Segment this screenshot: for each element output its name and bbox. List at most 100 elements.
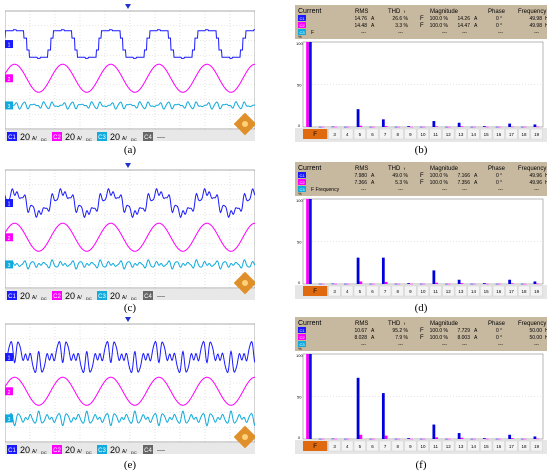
harmonic-bar-ch2 — [409, 126, 413, 128]
caption-b: (b) — [414, 144, 428, 156]
grid-border — [5, 10, 255, 130]
channel-scale: 20 — [20, 291, 30, 300]
harmonic-label-cell — [417, 128, 429, 140]
channel-chip-label: C1 — [8, 135, 16, 141]
harmonic-bar-ch1 — [520, 126, 524, 128]
harmonic-bar-ch1 — [306, 199, 309, 284]
row-freq: 50.00 — [529, 335, 542, 341]
channel-coupling: DC — [86, 137, 92, 141]
caption-e: (e) — [123, 459, 137, 471]
harmonic-label-cell — [505, 285, 518, 297]
row3-dash: --- — [361, 187, 366, 193]
harmonic-bar-ch2 — [422, 283, 426, 285]
row-channel-chip — [298, 172, 306, 178]
row-freq: 49.98 — [529, 16, 542, 22]
harmonic-label-cell — [328, 285, 341, 297]
channel-coupling: DC — [86, 296, 92, 300]
channel-scale: 20 — [110, 132, 120, 141]
scope-tool-dot-icon — [242, 434, 248, 440]
channel-chip — [52, 291, 62, 300]
channel-coupling: DC — [41, 450, 47, 454]
y-tick-label: 0 — [298, 435, 301, 440]
harmonic-bar-ch1 — [432, 270, 436, 284]
row-rms-unit: A — [371, 173, 375, 179]
channel-marker — [5, 40, 13, 49]
row-freq-unit: Hz — [545, 335, 547, 341]
harmonic-label: 3 — [333, 289, 336, 294]
caption-f: (f) — [415, 459, 427, 471]
harmonic-bar-ch1 — [533, 281, 537, 284]
row-mag-pct: 100.0 % — [430, 16, 449, 22]
harmonic-bar-ch1 — [369, 126, 373, 128]
fund-chip — [303, 441, 328, 451]
harmonic-bar-ch2 — [485, 283, 489, 285]
harmonic-label-cell — [353, 285, 366, 297]
channel-chip-label: C2 — [53, 294, 61, 300]
row-freq: 49.98 — [529, 23, 542, 29]
harmonic-bar-ch2 — [397, 283, 401, 285]
harmonic-label-cell — [480, 285, 493, 297]
header-phase: Phase — [488, 9, 506, 15]
row-freq: 49.96 — [529, 180, 542, 186]
harmonic-label-cell — [429, 128, 442, 140]
harmonic-bar-ch2 — [359, 125, 363, 127]
row-channel-chip — [298, 186, 306, 192]
harmonic-label-cell — [530, 128, 543, 140]
harmonic-label: 18 — [522, 132, 528, 137]
harmonic-bar-ch2 — [485, 438, 489, 440]
harmonic-label: 16 — [496, 444, 502, 449]
row3-dash: --- — [361, 342, 366, 348]
harmonic-label: 4 — [346, 289, 349, 294]
harmonic-label-cell — [492, 128, 505, 140]
channel-1-trace — [5, 187, 255, 219]
harmonic-bar-ch1 — [318, 283, 322, 285]
row3-note: F Frequency — [311, 187, 340, 193]
channel-chip — [97, 132, 107, 141]
harmonic-label: 17 — [509, 132, 515, 137]
fund-chip-label: F — [313, 289, 317, 295]
header-rms: RMS — [355, 166, 368, 172]
channel-2-trace — [5, 63, 255, 93]
channel-scale: 20 — [20, 132, 30, 141]
harmonic-label-cell — [505, 128, 518, 140]
y-tick-label: 50 — [297, 395, 302, 400]
harmonic-bar-ch2 — [397, 438, 401, 440]
harmonic-bar-ch1 — [432, 424, 436, 439]
row-mag-unit: A — [474, 328, 478, 334]
row-thd: 26.6 % — [392, 16, 408, 22]
row3-dash: --- — [361, 30, 366, 36]
harmonic-label-cell — [429, 285, 442, 297]
row-mag-amp: 7.356 — [457, 180, 470, 186]
harmonic-label: 9 — [409, 132, 412, 137]
row-rms-unit: A — [371, 16, 375, 22]
harmonic-label-cell — [505, 440, 518, 452]
row3-dash: --- — [442, 30, 447, 36]
caption-a: (a) — [123, 144, 137, 156]
harmonic-bar-ch1 — [495, 126, 499, 128]
harmonic-label: 6 — [371, 289, 374, 294]
channel-unit: A/ — [122, 449, 127, 454]
harmonic-bar-ch2 — [460, 437, 464, 439]
harmonic-label: 13 — [458, 289, 464, 294]
y-tick-label: 50 — [297, 240, 302, 245]
row-mag-amp: 8.003 — [457, 335, 470, 341]
row-rms: 7.980 — [354, 173, 367, 179]
harmonic-bar-ch1 — [533, 124, 537, 127]
scope-status-bar — [5, 289, 255, 300]
channel-coupling: DC — [131, 450, 137, 454]
fund-chip-label: F — [313, 132, 317, 138]
harmonic-label-cell — [391, 128, 404, 140]
harmonic-bar-ch1 — [407, 126, 410, 127]
channel-coupling: DC — [41, 296, 47, 300]
scope-panel-e: 1 2 3 C1 20 A/DC C2 20 A/DC C3 20 A/DC C4 ---- — [5, 316, 255, 454]
harmonic-label-cell — [417, 440, 429, 452]
fund-chip — [303, 286, 328, 296]
header-current: Current — [298, 320, 321, 327]
channel-chip — [143, 132, 153, 141]
axis-pct-label: % — [298, 34, 302, 39]
harmonic-label: 19 — [534, 289, 540, 294]
harmonic-bar-ch1 — [381, 119, 385, 127]
harmonic-label-cell — [353, 440, 366, 452]
row-freq-unit: Hz — [545, 23, 547, 29]
row-rms: 14.48 — [354, 23, 367, 29]
